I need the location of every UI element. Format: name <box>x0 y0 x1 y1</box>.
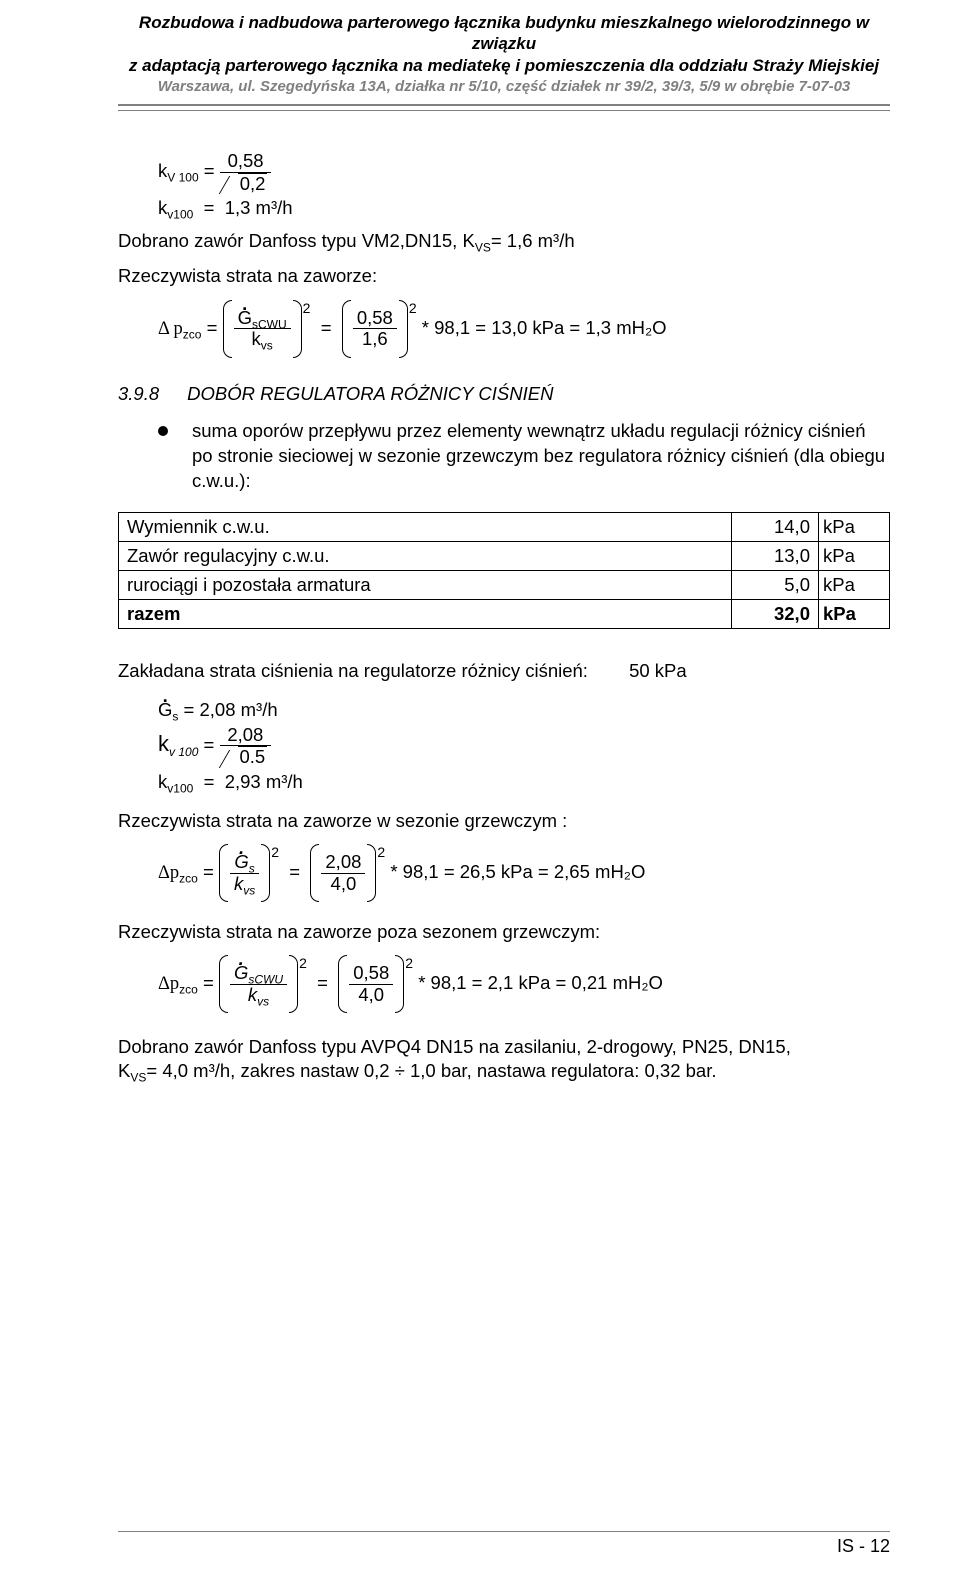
eq-kv100-result: kv100 = 1,3 m³/h <box>158 198 890 217</box>
page-header: Rozbudowa i nadbudowa parterowego łączni… <box>118 0 890 96</box>
eq-dp-zco-3: Δpzco = GsCWU kvs 2 = 0,58 4,0 <box>158 955 890 1013</box>
header-rule <box>118 104 890 111</box>
section-title: DOBÓR REGULATORA RÓŻNICY CIŚNIEŃ <box>187 382 553 405</box>
eq-kv100-lhs: kV 100 = <box>158 160 220 181</box>
cell-label: razem <box>119 599 732 628</box>
table-row: Wymiennik c.w.u. 14,0 kPa <box>119 512 890 541</box>
cell-label: Wymiennik c.w.u. <box>119 512 732 541</box>
page-footer: IS - 12 <box>118 1531 890 1557</box>
zakladana-line: Zakładana strata ciśnienia na regulatorz… <box>118 659 890 682</box>
cell-unit: kPa <box>819 599 890 628</box>
cell-value: 13,0 <box>732 541 819 570</box>
bullet-item: suma oporów przepływu przez elementy wew… <box>118 419 890 494</box>
cell-label: Zawór regulacyjny c.w.u. <box>119 541 732 570</box>
eq-dp-zco-2: Δpzco = Gs kvs 2 = 2,08 4,0 <box>158 844 890 902</box>
content: kV 100 = 0,58 0,2 kv100 = 1,3 m³/h Dobra… <box>118 151 890 1083</box>
cell-unit: kPa <box>819 541 890 570</box>
section-heading: 3.9.8 DOBÓR REGULATORA RÓŻNICY CIŚNIEŃ <box>118 382 890 405</box>
eq-kv100-num: 0,58 <box>220 151 272 172</box>
bullet-icon <box>158 426 168 436</box>
cell-unit: kPa <box>819 570 890 599</box>
table-row: razem 32,0 kPa <box>119 599 890 628</box>
cell-label: rurociągi i pozostała armatura <box>119 570 732 599</box>
cell-value: 14,0 <box>732 512 819 541</box>
page-number: IS - 12 <box>837 1536 890 1556</box>
line-dobrano-1: Dobrano zawór Danfoss typu VM2,DN15, KVS… <box>118 229 890 252</box>
label-rz-strata: Rzeczywista strata na zaworze: <box>118 264 890 287</box>
bullet-text: suma oporów przepływu przez elementy wew… <box>192 419 890 494</box>
pressure-table: Wymiennik c.w.u. 14,0 kPa Zawór regulacy… <box>118 512 890 629</box>
header-line-2: z adaptacją parterowego łącznika na medi… <box>118 55 890 76</box>
cell-value: 32,0 <box>732 599 819 628</box>
eq-gs: Gs = 2,08 m³/h <box>158 698 890 721</box>
cell-value: 5,0 <box>732 570 819 599</box>
eq-kv100-2-result: kv100 = 2,93 m³/h <box>158 772 890 791</box>
table-row: Zawór regulacyjny c.w.u. 13,0 kPa <box>119 541 890 570</box>
rz3-line: Rzeczywista strata na zaworze poza sezon… <box>118 920 890 943</box>
eq-dp-zco-1: Δ pzco = GsCWU kvs 2 = 0,58 1,6 <box>158 300 890 358</box>
eq-kv100-2: kv 100 = 2,08 0.5 <box>158 725 890 768</box>
table-row: rurociągi i pozostała armatura 5,0 kPa <box>119 570 890 599</box>
closing-text: Dobrano zawór Danfoss typu AVPQ4 DN15 na… <box>118 1035 890 1083</box>
header-line-1: Rozbudowa i nadbudowa parterowego łączni… <box>118 12 890 55</box>
cell-unit: kPa <box>819 512 890 541</box>
eq-kv100-den: 0,2 <box>220 173 272 194</box>
section-number: 3.9.8 <box>118 382 159 405</box>
header-subline: Warszawa, ul. Szegedyńska 13A, działka n… <box>118 77 890 97</box>
eq-kv100: kV 100 = 0,58 0,2 <box>158 151 890 194</box>
rz2-line: Rzeczywista strata na zaworze w sezonie … <box>118 809 890 832</box>
